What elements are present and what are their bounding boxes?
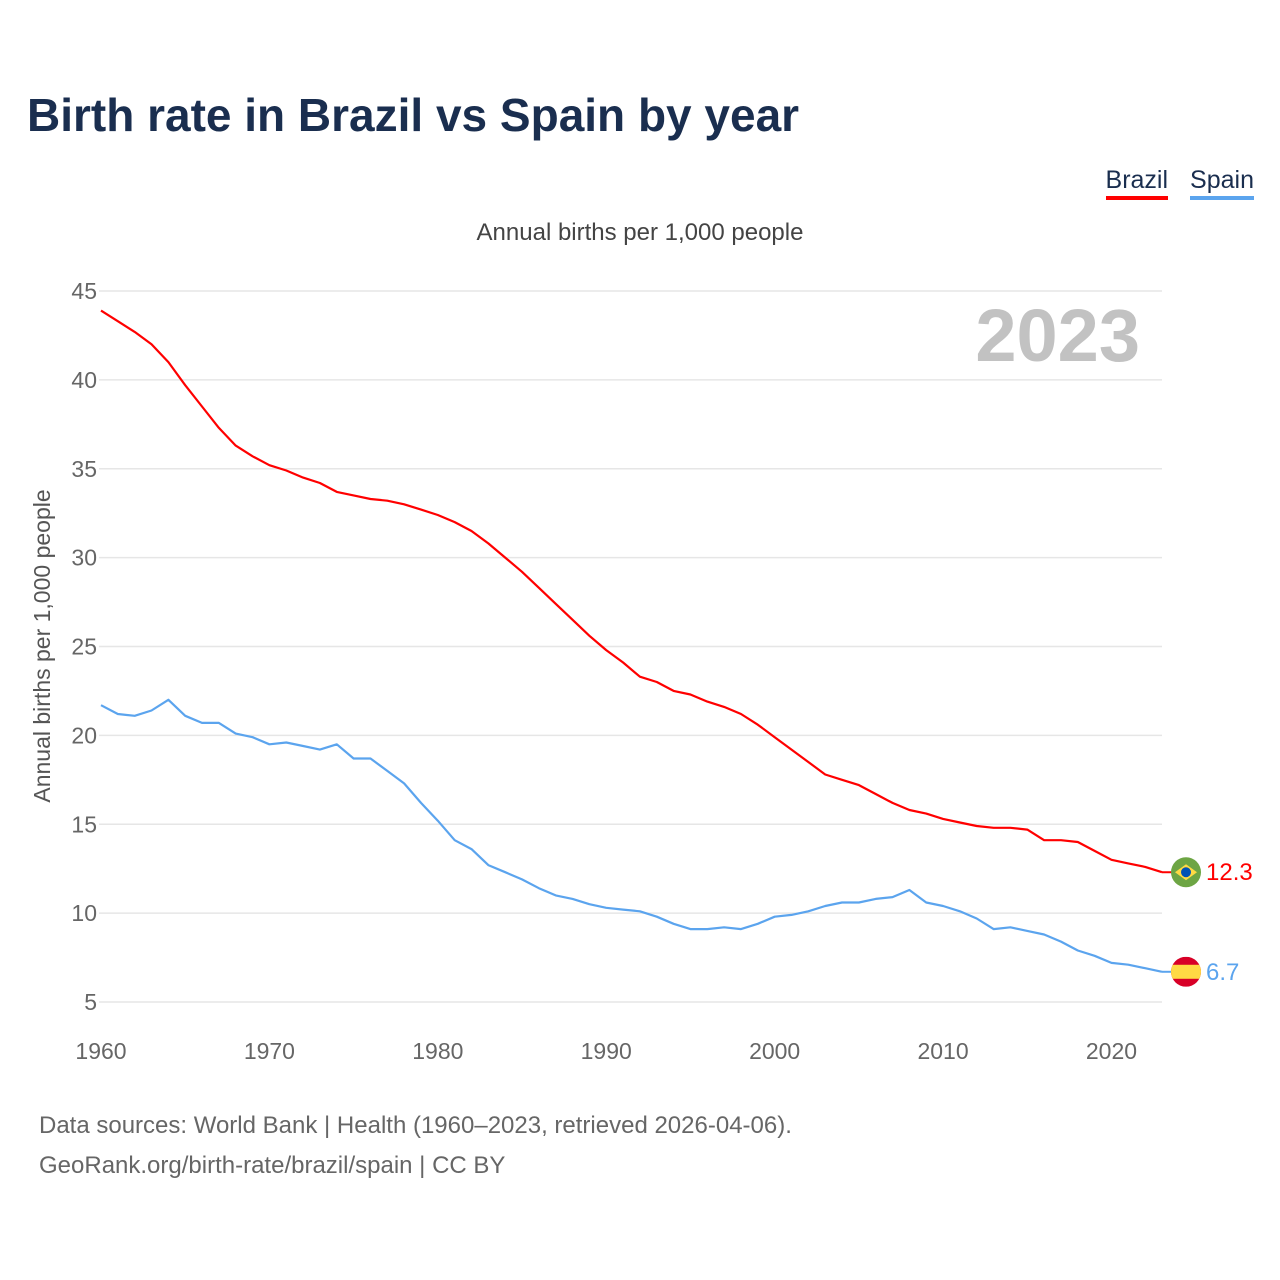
y-tick-label: 25 <box>71 634 97 660</box>
y-tick-label: 10 <box>71 900 97 926</box>
data-source: Data sources: World Bank | Health (1960–… <box>39 1112 792 1139</box>
year-watermark: 2023 <box>975 294 1140 377</box>
x-tick-label: 2020 <box>1086 1038 1137 1064</box>
chart-title: Birth rate in Brazil vs Spain by year <box>27 89 800 141</box>
y-tick-label: 5 <box>84 989 97 1015</box>
series-line-brazil <box>100 309 1163 874</box>
legend-item-brazil[interactable]: Brazil <box>1105 166 1169 200</box>
spain-flag-icon <box>1171 956 1201 987</box>
y-tick-label: 40 <box>71 367 97 393</box>
y-tick-label: 35 <box>71 456 97 482</box>
brazil-flag-icon <box>1171 857 1201 888</box>
series-line-spain <box>100 698 1163 973</box>
chart-subtitle: Annual births per 1,000 people <box>477 219 804 246</box>
end-value-label: 12.3 <box>1206 859 1253 886</box>
x-tick-label: 1970 <box>244 1038 295 1064</box>
x-tick-label: 2010 <box>917 1038 968 1064</box>
y-axis-label: Annual births per 1,000 people <box>29 489 55 802</box>
end-value-label: 6.7 <box>1206 959 1239 986</box>
y-tick-label: 45 <box>71 278 97 304</box>
source-link[interactable]: GeoRank.org/birth-rate/brazil/spain | CC… <box>39 1152 506 1179</box>
y-tick-label: 15 <box>71 811 97 837</box>
x-tick-label: 1980 <box>412 1038 463 1064</box>
legend-item-spain[interactable]: Spain <box>1190 166 1254 200</box>
y-tick-label: 30 <box>71 545 97 571</box>
x-tick-label: 1960 <box>75 1038 126 1064</box>
x-tick-label: 1990 <box>581 1038 632 1064</box>
legend: Brazil Spain <box>1105 166 1254 200</box>
footer: Data sources: World Bank | Health (1960–… <box>39 1106 792 1186</box>
x-tick-label: 2000 <box>749 1038 800 1064</box>
y-tick-label: 20 <box>71 722 97 748</box>
